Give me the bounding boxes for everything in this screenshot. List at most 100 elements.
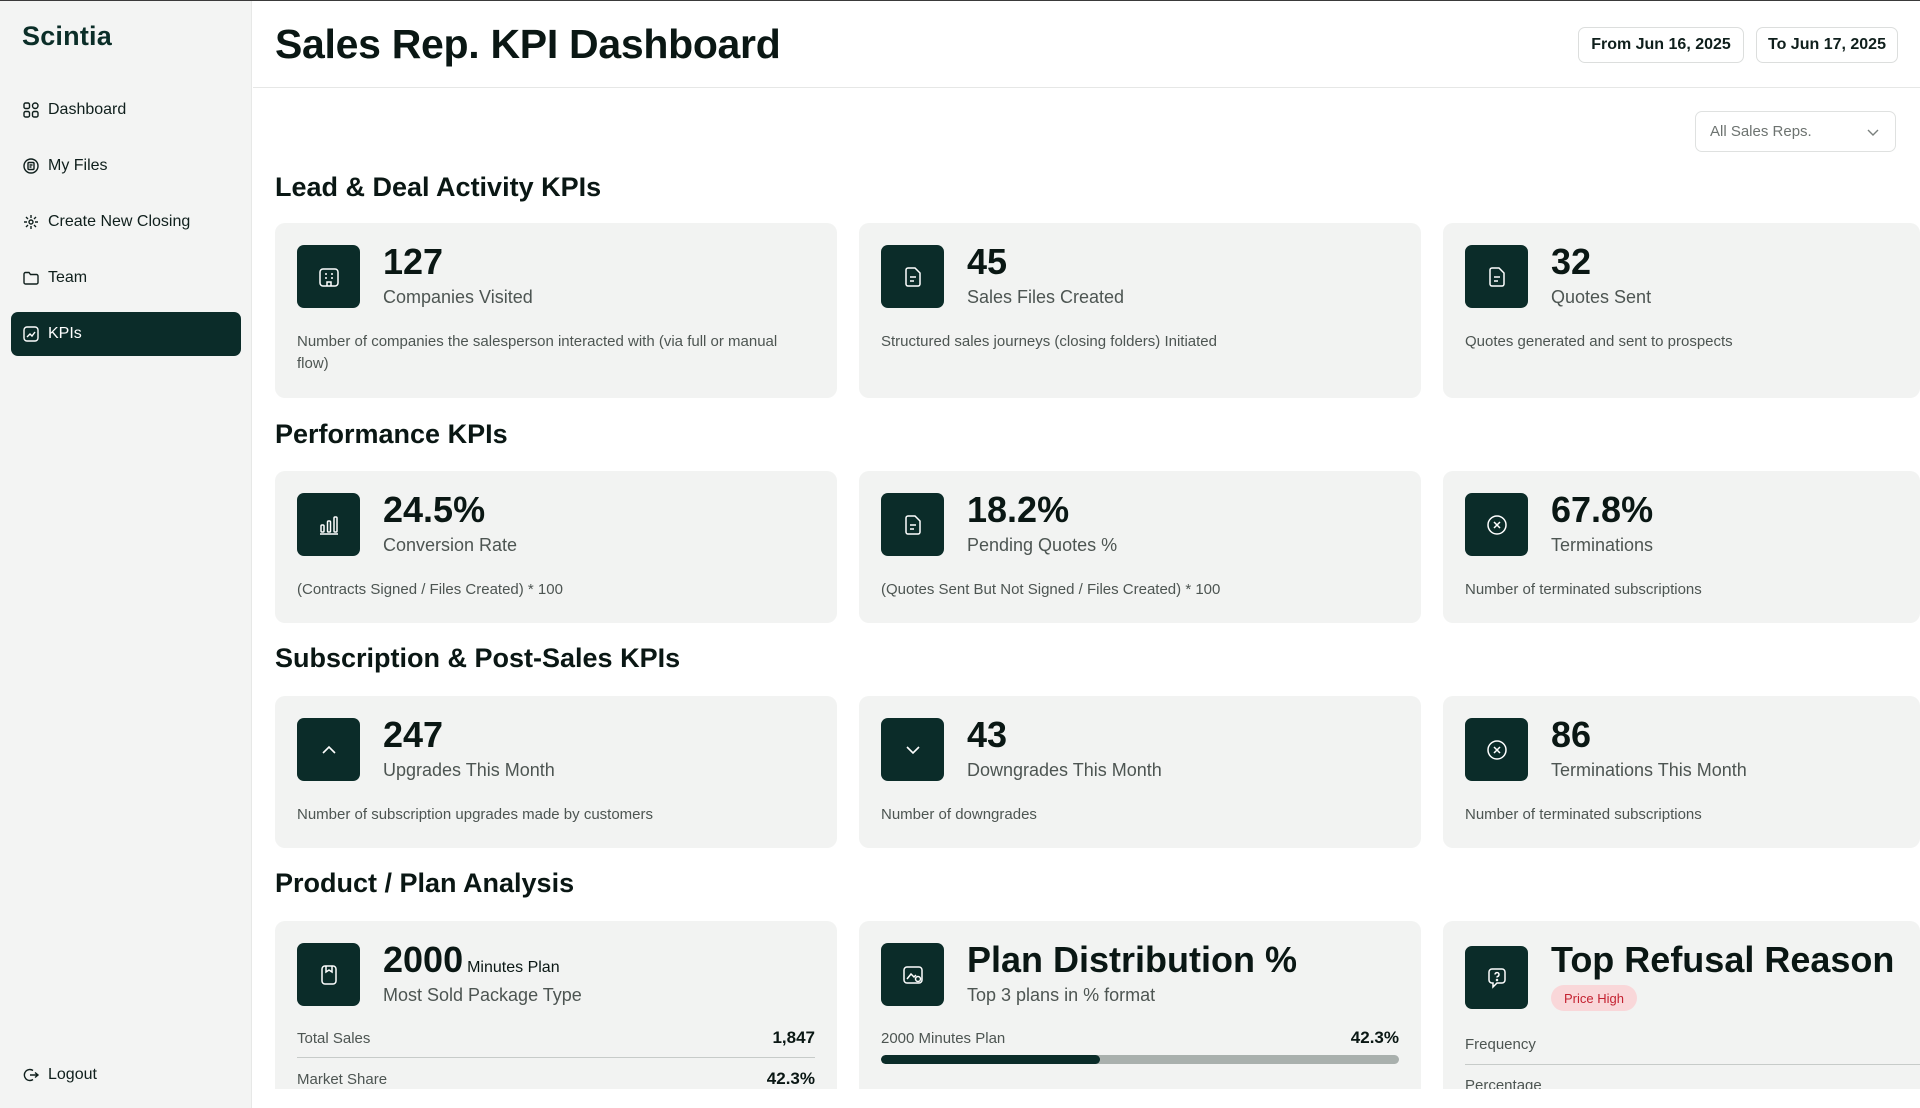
stat-value: 42.3%	[766, 1069, 815, 1088]
kpi-title: Plan Distribution %	[967, 939, 1298, 980]
stat-key: Market Share	[297, 1071, 388, 1088]
sidebar-item-my-files[interactable]: My Files	[11, 144, 241, 188]
bar-chart-icon	[297, 493, 360, 556]
date-to-button[interactable]: To Jun 17, 2025	[1756, 27, 1898, 63]
sparkle-icon	[22, 213, 40, 231]
sidebar-item-create-new-closing[interactable]: Create New Closing	[11, 200, 241, 244]
page-header: Sales Rep. KPI Dashboard From Jun 16, 20…	[253, 1, 1920, 88]
kpi-label: Terminations	[1551, 535, 1654, 555]
window-top-border	[0, 0, 1920, 1]
stat-row-total-sales: Total Sales 1,847	[297, 1028, 815, 1068]
kpi-description: Number of companies the salesperson inte…	[297, 333, 778, 372]
section-title-subscription: Subscription & Post-Sales KPIs	[275, 643, 681, 673]
kpi-label: Conversion Rate	[383, 535, 518, 555]
kpi-description: Number of terminated subscriptions	[1465, 806, 1702, 823]
kpi-value: 67.8%	[1551, 489, 1654, 530]
sidebar-item-label: KPIs	[48, 325, 82, 342]
kpi-description: Number of downgrades	[881, 806, 1037, 823]
kpi-description: Quotes generated and sent to prospects	[1465, 333, 1733, 350]
package-value: 2000 Minutes Plan	[383, 939, 560, 981]
stat-key: Frequency	[1465, 1036, 1536, 1053]
sidebar: Scintia Dashboard My Files	[0, 1, 252, 1108]
kpi-label: Terminations This Month	[1551, 760, 1747, 780]
kpi-card-conversion-rate: 24.5% Conversion Rate (Contracts Signed …	[275, 471, 837, 623]
kpi-value: 32	[1551, 241, 1592, 282]
stat-row-frequency: Frequency 2	[1465, 1034, 1920, 1074]
stat-value: 1,847	[772, 1028, 815, 1047]
kpi-label: Pending Quotes %	[967, 535, 1118, 555]
divider	[297, 1057, 815, 1058]
kpi-description: (Contracts Signed / Files Created) * 100	[297, 581, 563, 598]
section-title-lead-deal: Lead & Deal Activity KPIs	[275, 172, 602, 202]
sidebar-item-label: Team	[48, 269, 88, 286]
stat-row-market-share: Market Share 42.3%	[297, 1069, 815, 1089]
kpi-value: 24.5%	[383, 489, 486, 530]
logout-label: Logout	[48, 1066, 97, 1083]
kpi-value: 247	[383, 714, 444, 755]
package-number: 2000	[383, 939, 464, 980]
image-star-icon	[881, 943, 944, 1006]
sidebar-nav: Dashboard My Files Create New Closing	[11, 88, 241, 368]
sidebar-item-kpis[interactable]: KPIs	[11, 312, 241, 356]
stat-key: Percentage	[1465, 1077, 1542, 1089]
stat-key: Total Sales	[297, 1030, 371, 1047]
plan-name: 2000 Minutes Plan	[881, 1030, 1006, 1047]
plan-row: 2000 Minutes Plan 42.3%	[881, 1028, 1399, 1068]
kpi-card-sales-files-created: 45 Sales Files Created Structured sales …	[859, 223, 1421, 398]
sidebar-item-label: My Files	[48, 157, 108, 174]
sales-rep-select[interactable]: All Sales Reps.	[1695, 111, 1896, 152]
kpi-label: Sales Files Created	[967, 287, 1125, 307]
kpi-description: Number of subscription upgrades made by …	[297, 806, 654, 823]
kpi-card-terminations: 67.8% Terminations Number of terminated …	[1443, 471, 1920, 623]
kpi-card-downgrades: 43 Downgrades This Month Number of downg…	[859, 696, 1421, 848]
chevron-up-icon	[297, 718, 360, 781]
page-title: Sales Rep. KPI Dashboard	[275, 21, 781, 67]
package-unit: Minutes Plan	[467, 959, 560, 976]
kpi-card-pending-quotes: 18.2% Pending Quotes % (Quotes Sent But …	[859, 471, 1421, 623]
kpi-description: (Quotes Sent But Not Signed / Files Crea…	[881, 581, 1221, 598]
chevron-down-icon	[881, 718, 944, 781]
plan-progress-fill	[881, 1055, 1101, 1064]
grid-icon	[22, 101, 40, 119]
chart-icon	[22, 325, 40, 343]
bookmark-icon	[297, 943, 360, 1006]
sidebar-item-team[interactable]: Team	[11, 256, 241, 300]
kpi-label: Most Sold Package Type	[383, 985, 582, 1005]
kpi-card-top-refusal-reason: Top Refusal Reason Price High Frequency …	[1443, 921, 1920, 1089]
kpi-value: 43	[967, 714, 1008, 755]
kpi-card-most-sold-package: 2000 Minutes Plan Most Sold Package Type …	[275, 921, 837, 1089]
kpi-value: 127	[383, 241, 444, 282]
kpi-card-upgrades: 247 Upgrades This Month Number of subscr…	[275, 696, 837, 848]
kpi-value: 86	[1551, 714, 1592, 755]
document-icon	[881, 245, 944, 308]
main-content: Sales Rep. KPI Dashboard From Jun 16, 20…	[253, 1, 1920, 1108]
date-from-button[interactable]: From Jun 16, 2025	[1578, 27, 1744, 63]
x-circle-icon	[1465, 718, 1528, 781]
help-message-icon	[1465, 946, 1528, 1009]
kpi-card-plan-distribution: Plan Distribution % Top 3 plans in % for…	[859, 921, 1421, 1089]
kpi-label: Quotes Sent	[1551, 287, 1652, 307]
logout-button[interactable]: Logout	[11, 1055, 241, 1095]
refusal-badge: Price High	[1551, 985, 1637, 1011]
sidebar-item-label: Dashboard	[48, 101, 127, 118]
document-icon	[881, 493, 944, 556]
kpi-label: Upgrades This Month	[383, 760, 555, 780]
sidebar-item-dashboard[interactable]: Dashboard	[11, 88, 241, 132]
sidebar-item-label: Create New Closing	[48, 213, 191, 230]
kpi-description: Structured sales journeys (closing folde…	[881, 333, 1217, 350]
kpi-description: Number of terminated subscriptions	[1465, 581, 1702, 598]
divider	[1465, 1064, 1920, 1065]
kpi-label: Downgrades This Month	[967, 760, 1162, 780]
plan-percent: 42.3%	[1350, 1028, 1399, 1047]
stat-row-percentage: Percentage	[1465, 1075, 1920, 1089]
logout-icon	[22, 1066, 40, 1084]
building-icon	[297, 245, 360, 308]
section-title-performance: Performance KPIs	[275, 419, 508, 449]
section-title-product-plan: Product / Plan Analysis	[275, 868, 575, 898]
kpi-label: Top 3 plans in % format	[967, 985, 1156, 1005]
kpi-title: Top Refusal Reason	[1551, 939, 1895, 980]
kpi-label: Companies Visited	[383, 287, 533, 307]
folder-icon	[22, 269, 40, 287]
app-logo: Scintia	[22, 21, 112, 51]
kpi-card-terminations-month: 86 Terminations This Month Number of ter…	[1443, 696, 1920, 848]
